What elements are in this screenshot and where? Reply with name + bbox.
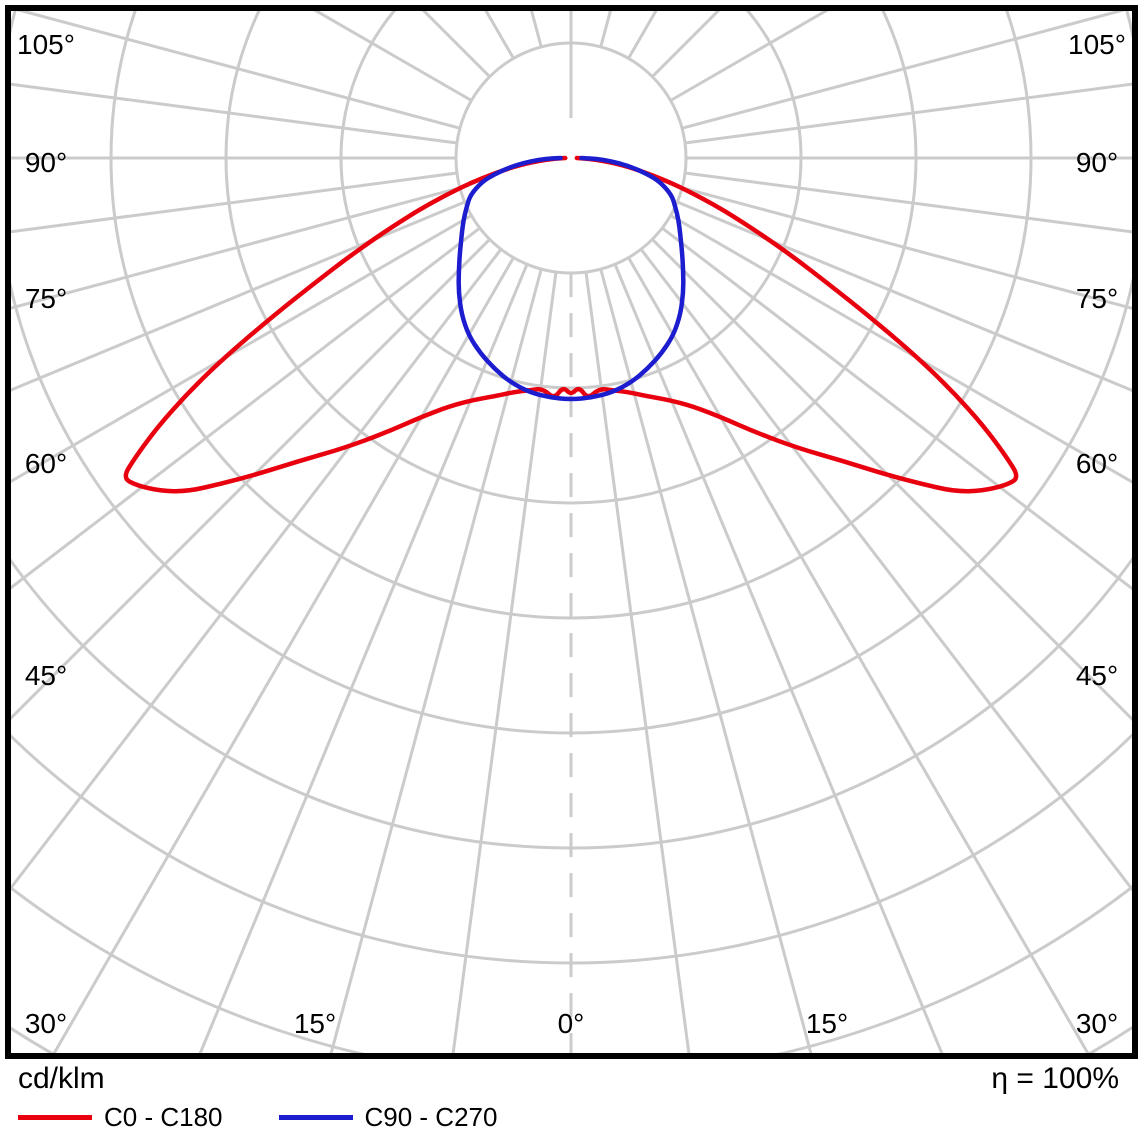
angle-label: 60° — [25, 448, 67, 479]
grid-radial-line — [651, 238, 1132, 722]
angle-label: 45° — [25, 660, 67, 691]
angle-label: 90° — [25, 147, 67, 178]
angle-label: 30° — [25, 1008, 67, 1039]
grid-radial-line — [11, 200, 466, 392]
grid-radial-line — [613, 263, 944, 1054]
angle-label: 30° — [1076, 1008, 1118, 1039]
grid-radial-line — [684, 82, 1132, 145]
legend-swatch-c90-c270 — [278, 1115, 353, 1120]
angle-label: 75° — [25, 283, 67, 314]
grid-radial-line — [16, 11, 461, 130]
grid-radial-line — [599, 268, 813, 1054]
grid-radial-line — [676, 200, 1132, 392]
angle-label: 90° — [1076, 147, 1118, 178]
angle-label: 15° — [294, 1008, 336, 1039]
grid-radial-line — [627, 256, 1091, 1054]
grid-radial-line — [639, 248, 1132, 892]
legend-label-c0-c180: C0 - C180 — [104, 1102, 223, 1132]
grid-radial-line — [11, 238, 491, 721]
legend-swatch-c0-c180 — [18, 1115, 92, 1120]
legend: C0 - C180 C90 - C270 — [18, 1102, 497, 1133]
curve-c0-c180 — [123, 155, 1019, 494]
grid-radial-line — [11, 248, 503, 891]
grid-radial-line — [684, 171, 1132, 234]
legend-label-c90-c270: C90 - C270 — [364, 1102, 498, 1132]
grid-radial-line — [451, 271, 558, 1054]
grid-radial-line — [329, 268, 543, 1054]
units-label: cd/klm — [18, 1062, 105, 1095]
angle-label: 60° — [1076, 448, 1118, 479]
grid-radial-line — [11, 226, 481, 590]
grid-radial-line — [11, 214, 473, 484]
grid-radial-line — [661, 226, 1132, 591]
grid-radial-line — [681, 186, 1132, 310]
grid-radial-line — [669, 214, 1132, 484]
angle-label: 105° — [1068, 29, 1126, 60]
angle-label: 105° — [17, 29, 75, 60]
angle-label: 0° — [558, 1008, 585, 1039]
angle-label: 15° — [806, 1008, 848, 1039]
angle-label: 45° — [1076, 660, 1118, 691]
grid-radial-line — [11, 186, 461, 310]
grid-radial-line — [681, 11, 1126, 130]
grid-radial-line — [11, 82, 458, 145]
grid-radial-line — [11, 171, 458, 234]
curve-c90-c270 — [456, 155, 686, 402]
angle-labels: 105° 90° 75° 60° 45° 30° 15° 0° 15° 30° 45° 60° 75° 9… — [17, 29, 1126, 1039]
angle-label: 75° — [1076, 283, 1118, 314]
grid-radial-line — [51, 256, 515, 1054]
efficiency-label: η = 100% — [991, 1062, 1119, 1095]
plot-frame — [5, 5, 1138, 1059]
grid-radial-line — [198, 263, 529, 1054]
grid-radial-line — [584, 271, 691, 1054]
